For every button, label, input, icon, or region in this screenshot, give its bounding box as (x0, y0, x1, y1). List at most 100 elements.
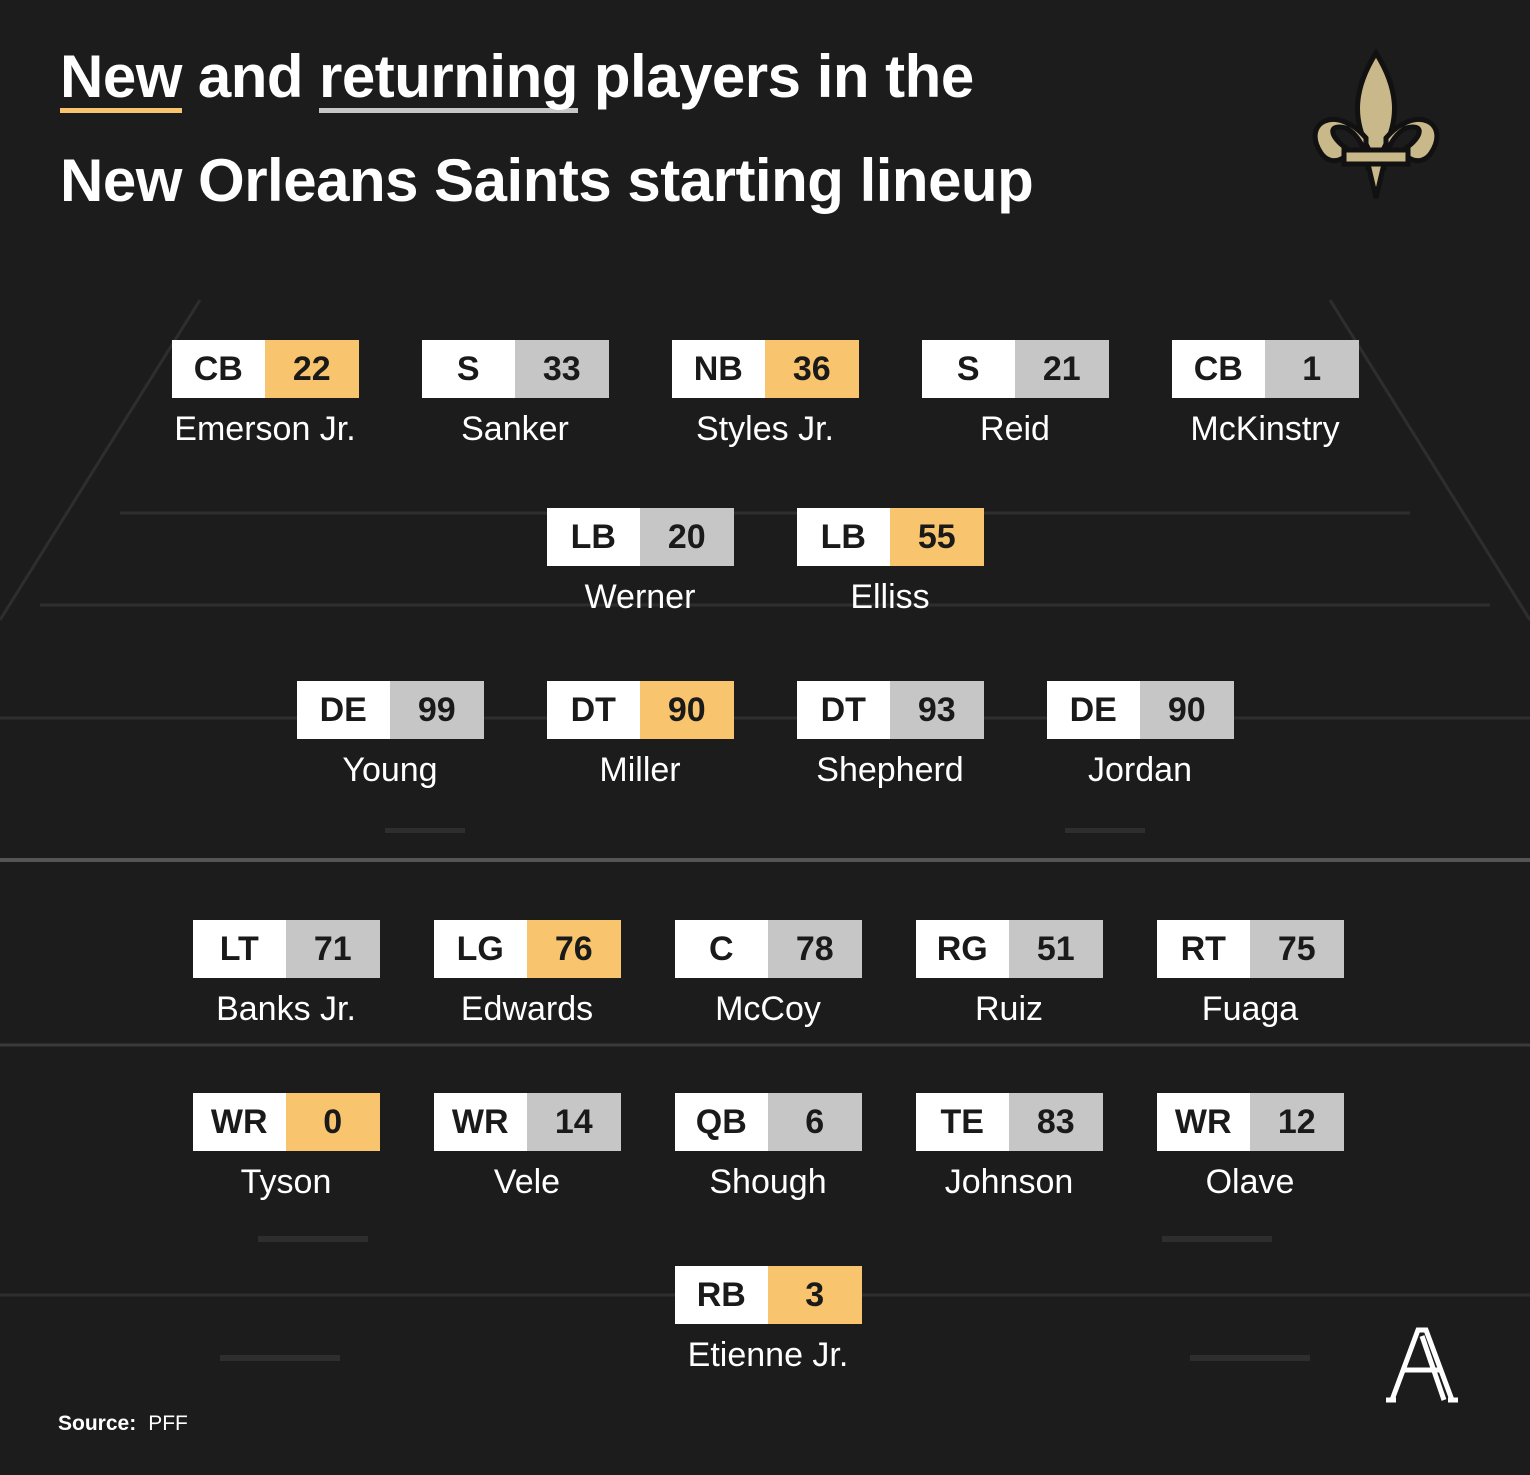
player-badge: RT 75 (1156, 920, 1344, 978)
sideline (0, 299, 202, 621)
position: LG (433, 920, 527, 978)
player-name: Tyson (240, 1163, 332, 1201)
jersey-number: 75 (1250, 920, 1344, 978)
source-text: PFF (148, 1412, 188, 1435)
player-card: DE 99 Young (296, 681, 484, 789)
position: RT (1156, 920, 1250, 978)
player-card: LG 76 Edwards (433, 920, 621, 1028)
player-badge: RG 51 (915, 920, 1103, 978)
player-card: NB 36 Styles Jr. (671, 340, 859, 448)
jersey-number: 14 (527, 1093, 621, 1151)
player-badge: DE 99 (296, 681, 484, 739)
jersey-number: 0 (286, 1093, 380, 1151)
jersey-number: 76 (527, 920, 621, 978)
player-badge: CB 22 (171, 340, 359, 398)
position: CB (1171, 340, 1265, 398)
jersey-number: 93 (890, 681, 984, 739)
title-word: returning (319, 46, 578, 113)
position: QB (674, 1093, 768, 1151)
player-name: Banks Jr. (216, 990, 356, 1028)
player-name: Miller (599, 751, 681, 789)
player-card: TE 83 Johnson (915, 1093, 1103, 1201)
position: S (421, 340, 515, 398)
player-badge: CB 1 (1171, 340, 1359, 398)
player-name: Edwards (460, 990, 594, 1028)
position: RB (674, 1266, 768, 1324)
player-badge: LG 76 (433, 920, 621, 978)
player-badge: NB 36 (671, 340, 859, 398)
position: LT (192, 920, 286, 978)
hash-mark (1162, 1236, 1272, 1242)
lineup-row: LB 20 Werner LB 55 Elliss (0, 508, 1530, 616)
player-name: Jordan (1088, 751, 1192, 789)
player-badge: WR 0 (192, 1093, 380, 1151)
position: DE (1046, 681, 1140, 739)
player-card: RG 51 Ruiz (915, 920, 1103, 1028)
lineup-row: CB 22 Emerson Jr. S 33 Sanker NB 36 Styles Jr. S 2… (0, 340, 1530, 448)
position: WR (192, 1093, 286, 1151)
player-name: Young (342, 751, 438, 789)
jersey-number: 71 (286, 920, 380, 978)
jersey-number: 20 (640, 508, 734, 566)
player-card: RB 3 Etienne Jr. (674, 1266, 862, 1374)
position: DE (296, 681, 390, 739)
jersey-number: 55 (890, 508, 984, 566)
player-badge: RB 3 (674, 1266, 862, 1324)
player-card: S 21 Reid (921, 340, 1109, 448)
player-card: LB 55 Elliss (796, 508, 984, 616)
player-badge: S 33 (421, 340, 609, 398)
jersey-number: 51 (1009, 920, 1103, 978)
player-name: Styles Jr. (696, 410, 834, 448)
player-badge: TE 83 (915, 1093, 1103, 1151)
jersey-number: 12 (1250, 1093, 1344, 1151)
player-name: Werner (584, 578, 696, 616)
player-badge: S 21 (921, 340, 1109, 398)
player-badge: LB 55 (796, 508, 984, 566)
title-text: players in the (593, 43, 974, 110)
player-badge: LB 20 (546, 508, 734, 566)
jersey-number: 83 (1009, 1093, 1103, 1151)
source: Source: PFF (58, 1412, 188, 1436)
player-card: DT 90 Miller (546, 681, 734, 789)
jersey-number: 1 (1265, 340, 1359, 398)
player-badge: DT 90 (546, 681, 734, 739)
hash-mark (385, 828, 465, 833)
jersey-number: 21 (1015, 340, 1109, 398)
player-name: Elliss (850, 578, 930, 616)
player-card: CB 1 McKinstry (1171, 340, 1359, 448)
player-card: C 78 McCoy (674, 920, 862, 1028)
jersey-number: 36 (765, 340, 859, 398)
player-name: Sanker (461, 410, 569, 448)
jersey-number: 78 (768, 920, 862, 978)
player-badge: DE 90 (1046, 681, 1234, 739)
publisher-logo (1386, 1327, 1458, 1403)
player-name: Ruiz (974, 990, 1044, 1028)
position: LB (546, 508, 640, 566)
player-name: Vele (493, 1163, 561, 1201)
team-logo (1312, 48, 1440, 199)
player-badge: DT 93 (796, 681, 984, 739)
position: NB (671, 340, 765, 398)
player-card: DE 90 Jordan (1046, 681, 1234, 789)
title-word: and (197, 43, 304, 110)
hash-mark (220, 1355, 340, 1361)
player-name: Johnson (944, 1163, 1074, 1201)
title-text: New Orleans Saints starting lineup (60, 147, 1034, 214)
player-card: RT 75 Fuaga (1156, 920, 1344, 1028)
player-badge: WR 14 (433, 1093, 621, 1151)
player-card: LB 20 Werner (546, 508, 734, 616)
title-line: New and returning players in the (60, 42, 990, 113)
title-line: New Orleans Saints starting lineup (60, 146, 1049, 215)
position: LB (796, 508, 890, 566)
player-name: Shepherd (816, 751, 964, 789)
player-name: Etienne Jr. (687, 1336, 849, 1374)
jersey-number: 22 (265, 340, 359, 398)
position: TE (915, 1093, 1009, 1151)
player-name: Fuaga (1201, 990, 1299, 1028)
position: DT (796, 681, 890, 739)
player-card: WR 14 Vele (433, 1093, 621, 1201)
player-badge: C 78 (674, 920, 862, 978)
player-card: QB 6 Shough (674, 1093, 862, 1201)
